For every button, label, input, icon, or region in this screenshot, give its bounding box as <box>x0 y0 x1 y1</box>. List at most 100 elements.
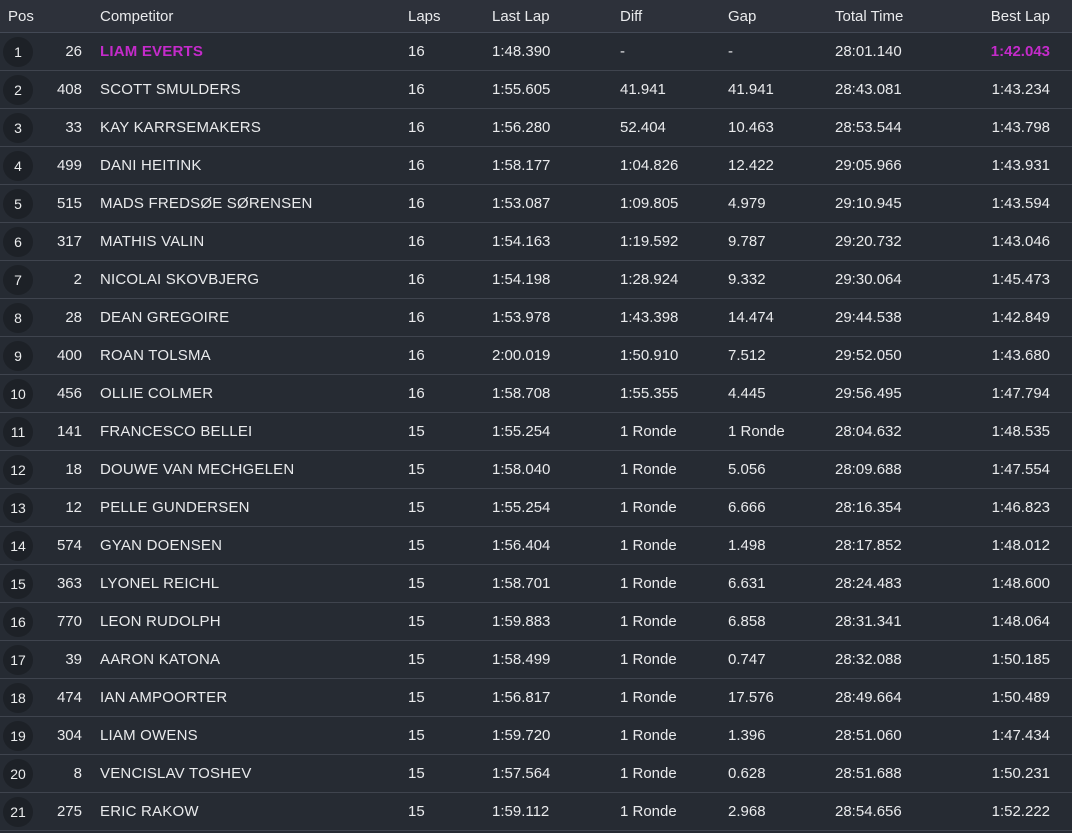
table-row[interactable]: 20 8 VENCISLAV TOSHEV 15 1:57.564 1 Rond… <box>0 755 1072 793</box>
table-row[interactable]: 15 363 LYONEL REICHL 15 1:58.701 1 Ronde… <box>0 565 1072 603</box>
header-competitor: Competitor <box>100 7 174 25</box>
position-badge: 12 <box>3 454 33 485</box>
gap-cell: 0.747 <box>728 651 766 668</box>
last-lap-cell: 1:54.163 <box>492 233 551 250</box>
competitor-name: LIAM EVERTS <box>100 43 204 60</box>
competitor-number: 574 <box>56 537 82 554</box>
diff-cell: 1 Ronde <box>620 423 677 440</box>
diff-cell: 1:19.592 <box>620 233 679 250</box>
best-lap-cell: 1:42.849 <box>991 309 1050 326</box>
header-total-time: Total Time <box>835 7 904 25</box>
position-badge: 6 <box>3 226 33 257</box>
diff-cell: - <box>620 43 625 60</box>
competitor-name: LEON RUDOLPH <box>100 613 221 630</box>
total-time-cell: 28:09.688 <box>835 461 902 478</box>
best-lap-cell: 1:50.231 <box>991 765 1050 782</box>
last-lap-cell: 1:56.404 <box>492 537 551 554</box>
competitor-name: ERIC RAKOW <box>100 803 199 820</box>
position-badge: 3 <box>3 112 33 143</box>
diff-cell: 1 Ronde <box>620 575 677 592</box>
competitor-number: 474 <box>56 689 82 706</box>
laps-cell: 16 <box>408 347 425 364</box>
table-row[interactable]: 3 33 KAY KARRSEMAKERS 16 1:56.280 52.404… <box>0 109 1072 147</box>
table-row[interactable]: 18 474 IAN AMPOORTER 15 1:56.817 1 Ronde… <box>0 679 1072 717</box>
total-time-cell: 28:51.060 <box>835 727 902 744</box>
table-row[interactable]: 9 400 ROAN TOLSMA 16 2:00.019 1:50.910 7… <box>0 337 1072 375</box>
diff-cell: 41.941 <box>620 81 666 98</box>
position-badge: 16 <box>3 606 33 637</box>
gap-cell: 0.628 <box>728 765 766 782</box>
diff-cell: 1:43.398 <box>620 309 679 326</box>
last-lap-cell: 1:59.883 <box>492 613 551 630</box>
diff-cell: 1 Ronde <box>620 651 677 668</box>
gap-cell: 17.576 <box>728 689 774 706</box>
table-row[interactable]: 12 18 DOUWE VAN MECHGELEN 15 1:58.040 1 … <box>0 451 1072 489</box>
diff-cell: 1:50.910 <box>620 347 679 364</box>
position-badge: 8 <box>3 302 33 333</box>
table-row[interactable]: 10 456 OLLIE COLMER 16 1:58.708 1:55.355… <box>0 375 1072 413</box>
laps-cell: 16 <box>408 309 425 326</box>
gap-cell: 9.332 <box>728 271 766 288</box>
best-lap-cell: 1:50.185 <box>991 651 1050 668</box>
last-lap-cell: 1:59.112 <box>492 803 550 820</box>
total-time-cell: 28:16.354 <box>835 499 902 516</box>
competitor-name: MADS FREDSØE SØRENSEN <box>100 195 313 212</box>
gap-cell: 14.474 <box>728 309 774 326</box>
position-badge: 14 <box>3 530 33 561</box>
table-row[interactable]: 2 408 SCOTT SMULDERS 16 1:55.605 41.941 … <box>0 71 1072 109</box>
table-row[interactable]: 17 39 AARON KATONA 15 1:58.499 1 Ronde 0… <box>0 641 1072 679</box>
best-lap-cell: 1:43.931 <box>991 157 1050 174</box>
total-time-cell: 29:44.538 <box>835 309 902 326</box>
table-row[interactable]: 11 141 FRANCESCO BELLEI 15 1:55.254 1 Ro… <box>0 413 1072 451</box>
competitor-number: 408 <box>56 81 82 98</box>
table-row[interactable]: 4 499 DANI HEITINK 16 1:58.177 1:04.826 … <box>0 147 1072 185</box>
laps-cell: 16 <box>408 43 425 60</box>
diff-cell: 1:09.805 <box>620 195 679 212</box>
position-badge: 18 <box>3 682 33 713</box>
table-row[interactable]: 21 275 ERIC RAKOW 15 1:59.112 1 Ronde 2.… <box>0 793 1072 831</box>
table-row[interactable]: 13 12 PELLE GUNDERSEN 15 1:55.254 1 Rond… <box>0 489 1072 527</box>
last-lap-cell: 1:55.254 <box>492 499 551 516</box>
position-badge: 2 <box>3 74 33 105</box>
last-lap-cell: 1:59.720 <box>492 727 551 744</box>
table-row[interactable]: 14 574 GYAN DOENSEN 15 1:56.404 1 Ronde … <box>0 527 1072 565</box>
competitor-name: DEAN GREGOIRE <box>100 309 230 326</box>
laps-cell: 15 <box>408 423 425 440</box>
competitor-name: MATHIS VALIN <box>100 233 205 250</box>
competitor-number: 275 <box>56 803 82 820</box>
total-time-cell: 29:20.732 <box>835 233 902 250</box>
position-badge: 11 <box>3 416 33 447</box>
gap-cell: 6.631 <box>728 575 766 592</box>
gap-cell: 4.979 <box>728 195 766 212</box>
total-time-cell: 29:52.050 <box>835 347 902 364</box>
diff-cell: 1 Ronde <box>620 537 677 554</box>
position-badge: 13 <box>3 492 33 523</box>
table-row[interactable]: 8 28 DEAN GREGOIRE 16 1:53.978 1:43.398 … <box>0 299 1072 337</box>
table-row[interactable]: 16 770 LEON RUDOLPH 15 1:59.883 1 Ronde … <box>0 603 1072 641</box>
table-row[interactable]: 7 2 NICOLAI SKOVBJERG 16 1:54.198 1:28.9… <box>0 261 1072 299</box>
competitor-name: ROAN TOLSMA <box>100 347 211 364</box>
laps-cell: 16 <box>408 119 425 136</box>
header-laps: Laps <box>408 7 441 25</box>
competitor-name: LYONEL REICHL <box>100 575 220 592</box>
header-row: Pos Competitor Laps Last Lap Diff Gap To… <box>0 0 1072 33</box>
laps-cell: 15 <box>408 689 425 706</box>
competitor-name: NICOLAI SKOVBJERG <box>100 271 260 288</box>
position-badge: 21 <box>3 796 33 827</box>
gap-cell: 5.056 <box>728 461 766 478</box>
laps-cell: 16 <box>408 195 425 212</box>
total-time-cell: 29:30.064 <box>835 271 902 288</box>
competitor-name: AARON KATONA <box>100 651 221 668</box>
laps-cell: 15 <box>408 651 425 668</box>
table-row[interactable]: 1 26 LIAM EVERTS 16 1:48.390 - - 28:01.1… <box>0 33 1072 71</box>
diff-cell: 1 Ronde <box>620 727 677 744</box>
competitor-number: 400 <box>56 347 82 364</box>
best-lap-cell: 1:48.600 <box>991 575 1050 592</box>
gap-cell: 1.498 <box>728 537 766 554</box>
total-time-cell: 29:05.966 <box>835 157 902 174</box>
table-row[interactable]: 6 317 MATHIS VALIN 16 1:54.163 1:19.592 … <box>0 223 1072 261</box>
gap-cell: 12.422 <box>728 157 774 174</box>
table-row[interactable]: 5 515 MADS FREDSØE SØRENSEN 16 1:53.087 … <box>0 185 1072 223</box>
position-badge: 10 <box>3 378 33 409</box>
table-row[interactable]: 19 304 LIAM OWENS 15 1:59.720 1 Ronde 1.… <box>0 717 1072 755</box>
